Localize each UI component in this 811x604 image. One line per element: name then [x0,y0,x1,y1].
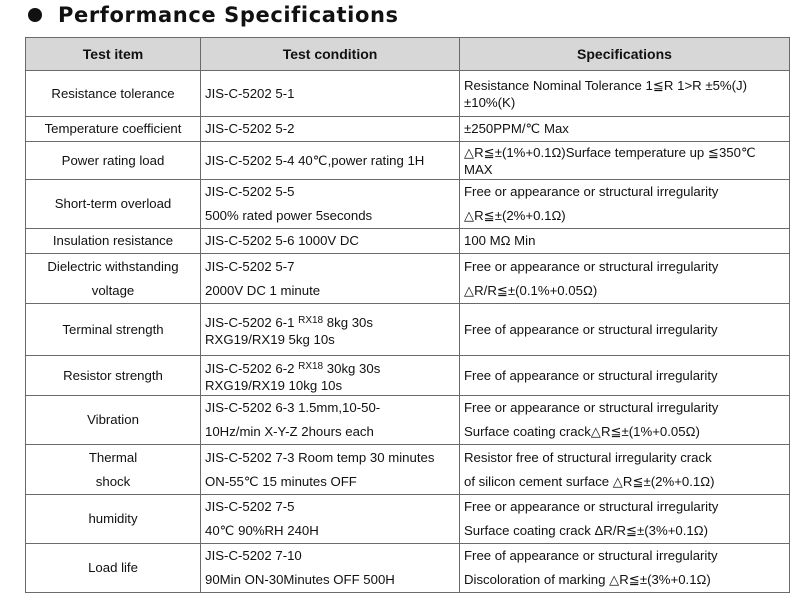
specification-cell: Free or appearance or structural irregul… [459,395,790,445]
test-condition-cell: JIS-C-5202 5-6 1000V DC [200,228,460,254]
table-row: Load life JIS-C-5202 7-10 90Min ON-30Min… [25,543,790,593]
test-item-cell: Insulation resistance [25,228,201,254]
test-item-cell: Power rating load [25,141,201,180]
table-row: Power rating load JIS-C-5202 5-4 40℃,pow… [25,141,790,180]
specification-cell: 100 MΩ Min [459,228,790,254]
test-item-cell: Dielectric withstanding voltage [25,253,201,304]
header-test-item: Test item [25,37,201,71]
table-row: Dielectric withstanding voltage JIS-C-52… [25,253,790,304]
table-row: Resistor strength JIS-C-5202 6-2 RX18 30… [25,355,790,396]
table-row: humidity JIS-C-5202 7-5 40℃ 90%RH 240H F… [25,494,790,544]
test-item-cell: Resistor strength [25,355,201,396]
header-test-condition: Test condition [200,37,460,71]
bullet-icon [28,8,42,22]
test-condition-cell: JIS-C-5202 7-5 40℃ 90%RH 240H [200,494,460,544]
specification-cell: Free of appearance or structural irregul… [459,543,790,593]
test-item-cell: Terminal strength [25,303,201,356]
specification-cell: Free of appearance or structural irregul… [459,355,790,396]
test-condition-cell: JIS-C-5202 5-7 2000V DC 1 minute [200,253,460,304]
test-item-cell: Load life [25,543,201,593]
table-row: Vibration JIS-C-5202 6-3 1.5mm,10-50- 10… [25,395,790,445]
test-item-cell: Short-term overload [25,179,201,229]
test-item-cell: Temperature coefficient [25,116,201,142]
specification-cell: ±250PPM/℃ Max [459,116,790,142]
table-row: Thermal shock JIS-C-5202 7-3 Room temp 3… [25,444,790,495]
specification-cell: △R≦±(1%+0.1Ω)Surface temperature up ≦350… [459,141,790,180]
header-specifications: Specifications [459,37,790,71]
specification-cell: Resistance Nominal Tolerance 1≦R 1>R ±5%… [459,70,790,117]
table-row: Insulation resistance JIS-C-5202 5-6 100… [25,228,790,254]
test-condition-cell: JIS-C-5202 7-3 Room temp 30 minutes ON-5… [200,444,460,495]
specification-cell: Free or appearance or structural irregul… [459,494,790,544]
test-condition-cell: JIS-C-5202 5-5 500% rated power 5seconds [200,179,460,229]
specifications-table: Test item Test condition Specifications … [25,37,790,593]
test-condition-cell: JIS-C-5202 5-4 40℃,power rating 1H [200,141,460,180]
test-condition-cell: JIS-C-5202 6-2 RX18 30kg 30s RXG19/RX19 … [200,355,460,396]
test-item-cell: Thermal shock [25,444,201,495]
table-header-row: Test item Test condition Specifications [25,37,790,71]
specification-cell: Free or appearance or structural irregul… [459,179,790,229]
test-condition-cell: JIS-C-5202 5-2 [200,116,460,142]
table-row: Short-term overload JIS-C-5202 5-5 500% … [25,179,790,229]
table-row: Temperature coefficient JIS-C-5202 5-2 ±… [25,116,790,142]
test-condition-cell: JIS-C-5202 5-1 [200,70,460,117]
test-condition-cell: JIS-C-5202 6-3 1.5mm,10-50- 10Hz/min X-Y… [200,395,460,445]
test-condition-cell: JIS-C-5202 7-10 90Min ON-30Minutes OFF 5… [200,543,460,593]
specification-cell: Free of appearance or structural irregul… [459,303,790,356]
test-item-cell: Resistance tolerance [25,70,201,117]
table-row: Terminal strength JIS-C-5202 6-1 RX18 8k… [25,303,790,356]
specification-cell: Free or appearance or structural irregul… [459,253,790,304]
specification-cell: Resistor free of structural irregularity… [459,444,790,495]
title-text: Performance Specifications [58,3,399,27]
test-item-cell: humidity [25,494,201,544]
table-row: Resistance tolerance JIS-C-5202 5-1 Resi… [25,70,790,117]
test-item-cell: Vibration [25,395,201,445]
test-condition-cell: JIS-C-5202 6-1 RX18 8kg 30s RXG19/RX19 5… [200,303,460,356]
section-title: Performance Specifications [28,0,399,30]
